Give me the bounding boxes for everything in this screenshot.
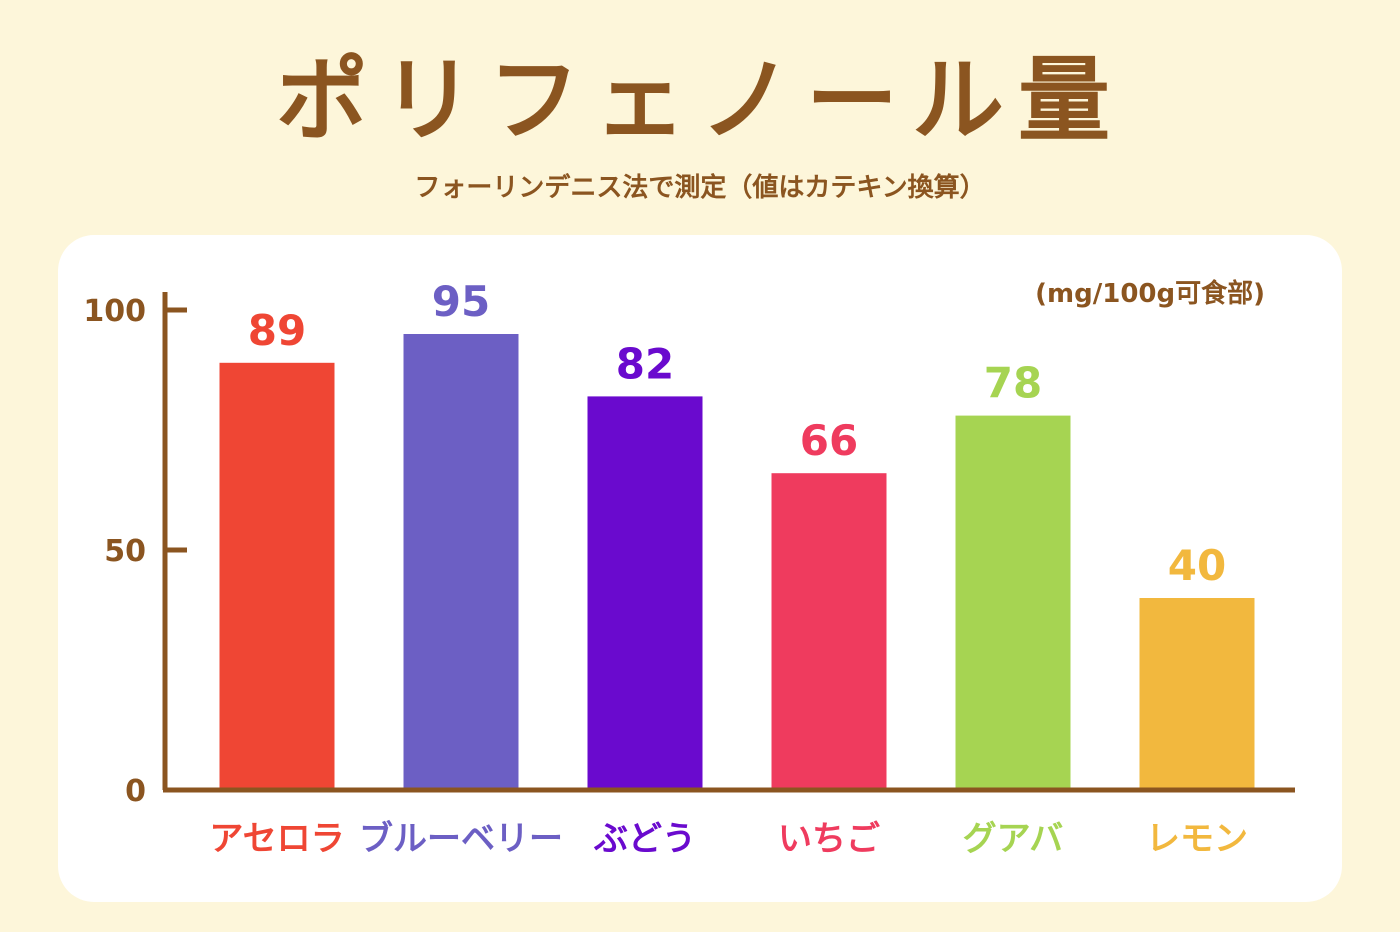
y-tick-label: 0: [125, 774, 146, 809]
bar-4: [955, 415, 1071, 790]
y-tick-label: 50: [104, 534, 146, 569]
chart-title: ポリフェノール量: [276, 47, 1124, 154]
bar-1: [403, 334, 519, 790]
category-label: ブルーベリー: [359, 819, 563, 859]
value-label: 82: [616, 339, 674, 388]
category-label: グアバ: [963, 819, 1064, 859]
category-label: いちご: [778, 819, 880, 859]
bar-2: [587, 396, 703, 790]
unit-label: (mg/100g可食部): [1035, 278, 1265, 309]
y-tick-label: 100: [83, 294, 146, 329]
value-label: 66: [800, 416, 858, 465]
category-label: ぶどう: [593, 819, 696, 859]
category-label: レモン: [1146, 819, 1248, 859]
bar-3: [771, 473, 887, 790]
value-label: 95: [432, 277, 490, 326]
chart-subtitle: フォーリンデニス法で測定（値はカテキン換算）: [414, 172, 985, 203]
value-label: 89: [248, 306, 306, 355]
value-label: 40: [1168, 541, 1226, 590]
bar-5: [1139, 598, 1255, 790]
category-label: アセロラ: [209, 819, 344, 859]
bar-0: [219, 362, 335, 790]
value-label: 78: [984, 359, 1042, 408]
